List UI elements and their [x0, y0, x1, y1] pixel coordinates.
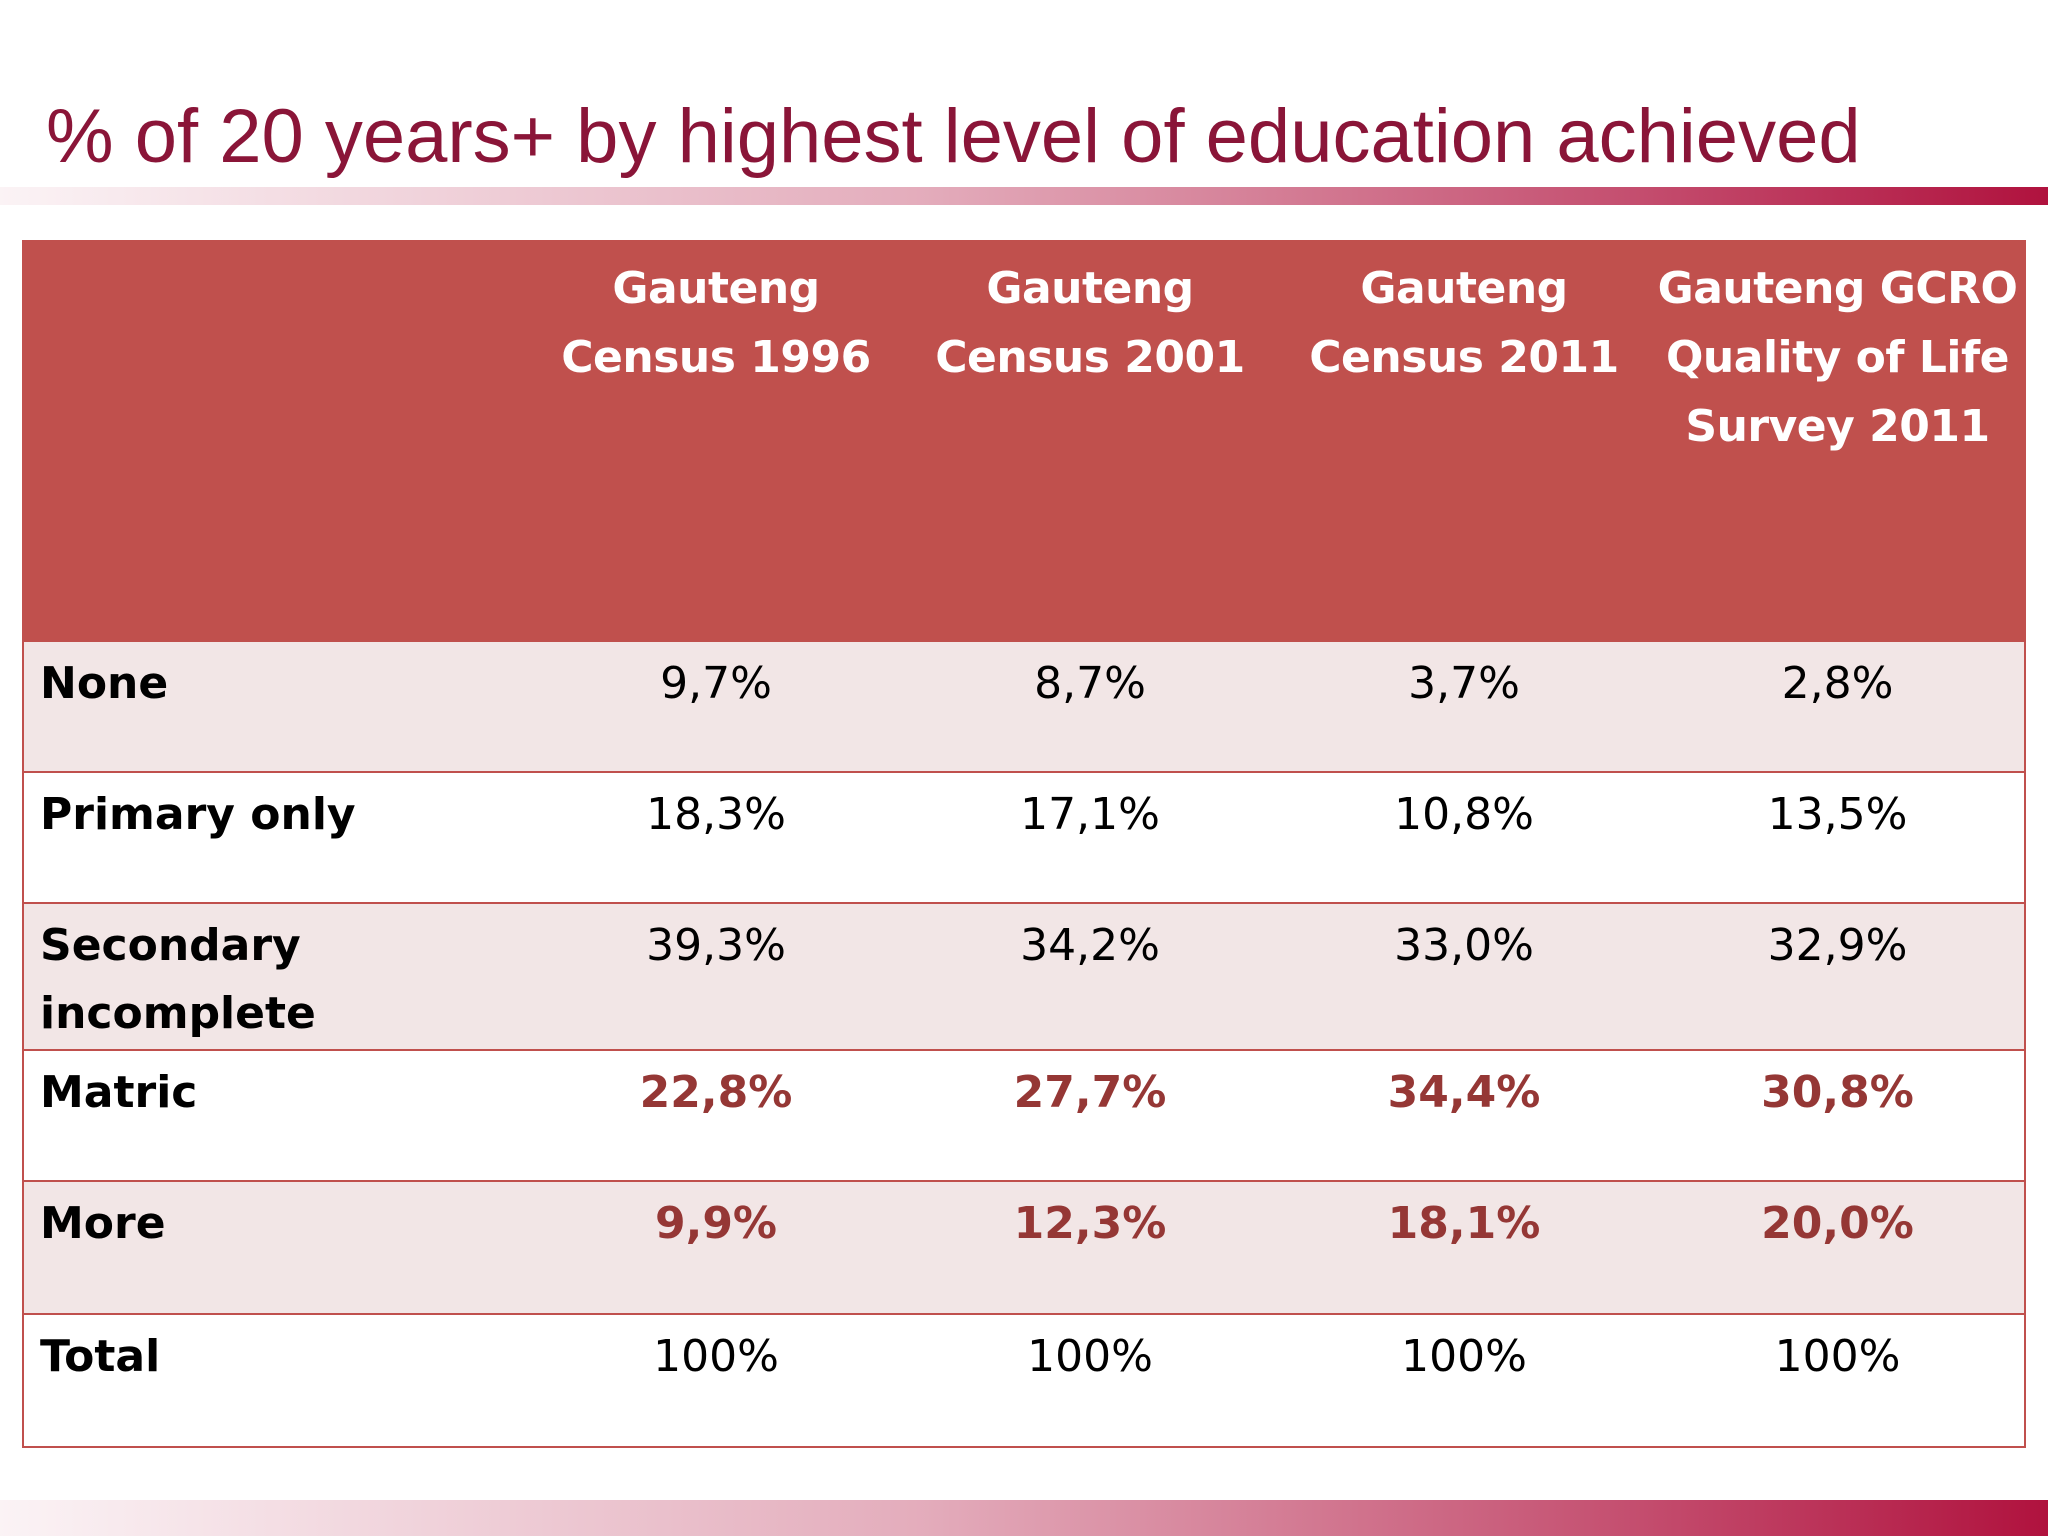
row-label: Primary only	[23, 771, 529, 903]
table-cell: 34,4%	[1277, 1049, 1651, 1181]
column-header: Gauteng Census 1996	[561, 263, 871, 383]
title-underline-bar	[0, 187, 2048, 205]
table-cell: 18,3%	[529, 771, 903, 903]
education-table: Gauteng Census 1996 Gauteng Census 2001 …	[22, 240, 2026, 1448]
table-row: Matric 22,8% 27,7% 34,4% 30,8%	[23, 1049, 2025, 1181]
table-cell: 34,2%	[903, 902, 1277, 1050]
table-row: Primary only 18,3% 17,1% 10,8% 13,5%	[23, 771, 2025, 903]
table-cell: 12,3%	[903, 1180, 1277, 1314]
table-cell: 13,5%	[1651, 771, 2025, 903]
table-row: More 9,9% 12,3% 18,1% 20,0%	[23, 1180, 2025, 1314]
table-cell: 39,3%	[529, 902, 903, 1050]
table-header-row: Gauteng Census 1996 Gauteng Census 2001 …	[23, 241, 2025, 641]
table-cell: 100%	[903, 1313, 1277, 1447]
table-cell: 100%	[1651, 1313, 2025, 1447]
row-label: None	[23, 640, 529, 772]
table-cell: 9,9%	[529, 1180, 903, 1314]
row-label: Matric	[23, 1049, 529, 1181]
table-cell: 30,8%	[1651, 1049, 2025, 1181]
table-row: Total 100% 100% 100% 100%	[23, 1313, 2025, 1447]
table-cell: 3,7%	[1277, 640, 1651, 772]
table-cell: 33,0%	[1277, 902, 1651, 1050]
row-label: Secondary incomplete	[23, 902, 529, 1050]
row-label: Total	[23, 1313, 529, 1447]
column-header: Gauteng Census 2001	[935, 263, 1245, 383]
table-cell: 2,8%	[1651, 640, 2025, 772]
footer-bar	[0, 1500, 2048, 1536]
table-cell: 9,7%	[529, 640, 903, 772]
table-row: None 9,7% 8,7% 3,7% 2,8%	[23, 640, 2025, 772]
slide-title: % of 20 years+ by highest level of educa…	[46, 94, 1861, 179]
table-cell: 27,7%	[903, 1049, 1277, 1181]
table-cell: 8,7%	[903, 640, 1277, 772]
table-cell: 20,0%	[1651, 1180, 2025, 1314]
table-cell: 18,1%	[1277, 1180, 1651, 1314]
table-cell: 17,1%	[903, 771, 1277, 903]
table-cell: 22,8%	[529, 1049, 903, 1181]
table-cell: 100%	[1277, 1313, 1651, 1447]
table-cell: 10,8%	[1277, 771, 1651, 903]
row-label: More	[23, 1180, 529, 1314]
table-cell: 100%	[529, 1313, 903, 1447]
table-row: Secondary incomplete 39,3% 34,2% 33,0% 3…	[23, 902, 2025, 1050]
table-cell: 32,9%	[1651, 902, 2025, 1050]
column-header: Gauteng GCRO Quality of Life Survey 2011	[1657, 263, 2018, 452]
header-corner-cell	[23, 241, 529, 641]
column-header: Gauteng Census 2011	[1309, 263, 1619, 383]
